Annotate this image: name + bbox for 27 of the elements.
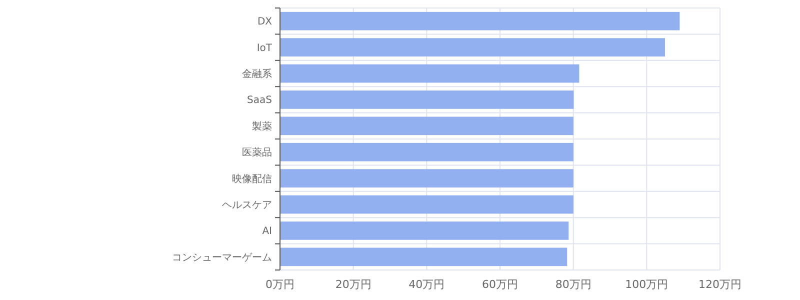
bar xyxy=(280,248,568,266)
x-tick-label: 0万円 xyxy=(266,278,294,291)
bar xyxy=(280,169,574,188)
x-tick-label: 60万円 xyxy=(482,278,518,291)
y-tick-label: コンシューマーゲーム xyxy=(172,252,272,264)
y-tick-label: 製薬 xyxy=(252,120,272,132)
bar xyxy=(280,64,580,83)
bar xyxy=(280,38,665,56)
y-tick-label: IoT xyxy=(256,42,273,54)
y-tick-label: AI xyxy=(262,226,272,238)
bar xyxy=(280,222,569,240)
y-tick-label: 映像配信 xyxy=(232,172,272,185)
y-tick-label: DX xyxy=(257,16,272,28)
y-tick-label: ヘルスケア xyxy=(222,200,272,211)
x-tick-label: 80万円 xyxy=(555,278,592,291)
bar xyxy=(280,116,574,136)
y-tick-label: SaaS xyxy=(247,95,272,106)
bar xyxy=(280,142,574,162)
x-tick-label: 40万円 xyxy=(408,278,445,291)
x-tick-label: 20万円 xyxy=(335,278,372,291)
bar xyxy=(280,195,574,214)
x-tick-label: 100万円 xyxy=(625,278,668,291)
x-tick-label: 120万円 xyxy=(698,278,742,291)
bar xyxy=(280,90,574,109)
bar xyxy=(280,12,680,30)
y-tick-label: 金融系 xyxy=(242,68,272,80)
y-tick-label: 医薬品 xyxy=(242,146,272,159)
